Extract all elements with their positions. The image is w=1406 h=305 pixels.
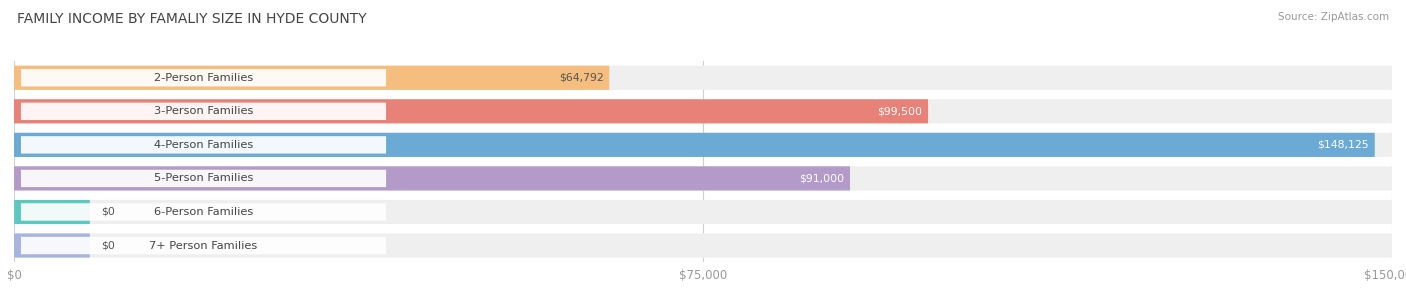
FancyBboxPatch shape [21, 136, 387, 154]
Text: 3-Person Families: 3-Person Families [153, 106, 253, 116]
FancyBboxPatch shape [14, 233, 90, 258]
FancyBboxPatch shape [21, 69, 387, 87]
FancyBboxPatch shape [21, 170, 387, 187]
FancyBboxPatch shape [21, 203, 387, 221]
Text: $91,000: $91,000 [800, 174, 845, 183]
Text: Source: ZipAtlas.com: Source: ZipAtlas.com [1278, 12, 1389, 22]
FancyBboxPatch shape [21, 102, 387, 120]
FancyBboxPatch shape [14, 233, 1392, 258]
FancyBboxPatch shape [14, 200, 1392, 224]
Text: $148,125: $148,125 [1317, 140, 1369, 150]
FancyBboxPatch shape [14, 133, 1392, 157]
Text: $64,792: $64,792 [560, 73, 603, 83]
Text: $0: $0 [101, 207, 115, 217]
Text: FAMILY INCOME BY FAMALIY SIZE IN HYDE COUNTY: FAMILY INCOME BY FAMALIY SIZE IN HYDE CO… [17, 12, 367, 26]
FancyBboxPatch shape [14, 166, 851, 191]
FancyBboxPatch shape [14, 200, 90, 224]
FancyBboxPatch shape [14, 66, 1392, 90]
FancyBboxPatch shape [21, 237, 387, 254]
Text: 4-Person Families: 4-Person Families [153, 140, 253, 150]
Text: $99,500: $99,500 [877, 106, 922, 116]
FancyBboxPatch shape [14, 133, 1375, 157]
FancyBboxPatch shape [14, 99, 928, 124]
Text: 2-Person Families: 2-Person Families [153, 73, 253, 83]
FancyBboxPatch shape [14, 166, 1392, 191]
FancyBboxPatch shape [14, 66, 609, 90]
Text: 7+ Person Families: 7+ Person Families [149, 241, 257, 250]
FancyBboxPatch shape [14, 99, 1392, 124]
Text: 5-Person Families: 5-Person Families [153, 174, 253, 183]
Text: $0: $0 [101, 241, 115, 250]
Text: 6-Person Families: 6-Person Families [153, 207, 253, 217]
